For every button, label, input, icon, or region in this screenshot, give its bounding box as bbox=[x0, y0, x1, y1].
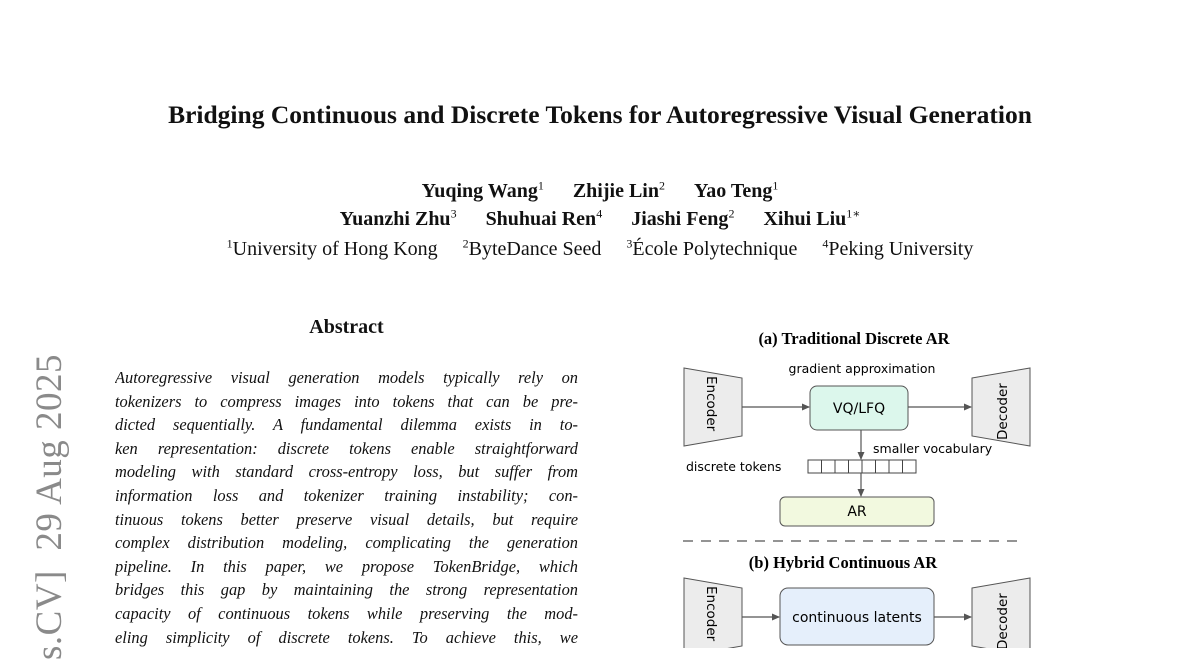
author: Yuqing Wang1 bbox=[421, 178, 544, 202]
tokens-label: discrete tokens bbox=[686, 459, 781, 474]
affiliation: 2ByteDance Seed bbox=[462, 236, 602, 260]
token-cell bbox=[848, 459, 863, 474]
abstract-line: pipeline. In this paper, we propose Toke… bbox=[115, 556, 578, 576]
abstract-heading: Abstract bbox=[309, 316, 384, 338]
author: Yao Teng1 bbox=[693, 178, 779, 202]
token-cell bbox=[888, 459, 903, 474]
token-cell bbox=[875, 459, 890, 474]
continuous-latents-box: continuous latents bbox=[779, 587, 935, 646]
affiliation: 4Peking University bbox=[822, 236, 974, 260]
abstract-body: Autoregressive visual generation models … bbox=[115, 366, 578, 649]
abstract-line: dicted sequentially. A fundamental dilem… bbox=[115, 415, 578, 435]
paper-title: Bridging Continuous and Discrete Tokens … bbox=[168, 100, 1032, 129]
svg-text:AR: AR bbox=[847, 504, 867, 520]
quantizer-box: VQ/LFQ bbox=[809, 385, 909, 431]
decoder-b: Decoder bbox=[971, 577, 1031, 648]
affiliation: 3École Polytechnique bbox=[626, 236, 798, 260]
abstract-line: bridges this gap by maintaining the stro… bbox=[115, 580, 578, 600]
svg-text:VQ/LFQ: VQ/LFQ bbox=[833, 401, 885, 417]
encoder-a: Encoder bbox=[683, 367, 743, 447]
encoder-b: Encoder bbox=[683, 577, 743, 648]
svg-text:Decoder: Decoder bbox=[995, 593, 1011, 648]
vocab-note: smaller vocabulary bbox=[873, 441, 993, 456]
abstract-line: information loss and tokenizer training … bbox=[115, 485, 578, 505]
abstract-line: complex distribution modeling, complicat… bbox=[115, 533, 578, 553]
authors-line-1: Yuqing Wang1 Zhijie Lin2 Yao Teng1 bbox=[0, 178, 1200, 203]
abstract-line: tokenizers to compress images into token… bbox=[115, 391, 578, 411]
affiliations: 1University of Hong Kong 2ByteDance Seed… bbox=[0, 236, 1200, 261]
token-cell bbox=[861, 459, 876, 474]
affiliation: 1University of Hong Kong bbox=[226, 236, 438, 260]
token-cell bbox=[807, 459, 822, 474]
authors-line-2: Yuanzhi Zhu3 Shuhuai Ren4 Jiashi Feng2 X… bbox=[0, 206, 1200, 231]
author: Xihui Liu1∗ bbox=[763, 206, 861, 230]
quantizer-rect bbox=[809, 385, 909, 431]
svg-text:Decoder: Decoder bbox=[995, 383, 1011, 440]
svg-text:Encoder: Encoder bbox=[703, 586, 719, 642]
abstract-line: eling simplicity of discrete tokens. To … bbox=[115, 627, 578, 647]
token-cell bbox=[902, 459, 917, 474]
decoder-a: Decoder bbox=[971, 367, 1031, 447]
discrete-token-row bbox=[807, 459, 917, 474]
author: Zhijie Lin2 bbox=[572, 178, 665, 202]
svg-text:Encoder: Encoder bbox=[703, 376, 719, 432]
author: Yuanzhi Zhu3 bbox=[339, 206, 457, 230]
gradient-note: gradient approximation bbox=[789, 361, 936, 376]
abstract-line: capacity of continuous tokens while pres… bbox=[115, 603, 578, 623]
abstract-line: modeling with standard cross-entropy los… bbox=[115, 462, 578, 482]
abstract-line: tinuous tokens better preserve visual de… bbox=[115, 509, 578, 529]
abstract-line: Autoregressive visual generation models … bbox=[115, 368, 578, 387]
abstract-line: ken representation: discrete tokens enab… bbox=[115, 438, 578, 458]
panel-a-caption: (a) Traditional Discrete AR bbox=[758, 329, 950, 348]
ar-box: AR bbox=[779, 496, 935, 527]
svg-text:continuous latents: continuous latents bbox=[792, 610, 922, 626]
author: Jiashi Feng2 bbox=[631, 206, 735, 230]
token-cell bbox=[834, 459, 849, 474]
author: Shuhuai Ren4 bbox=[485, 206, 603, 230]
token-cell bbox=[821, 459, 836, 474]
panel-b-caption: (b) Hybrid Continuous AR bbox=[749, 553, 939, 572]
